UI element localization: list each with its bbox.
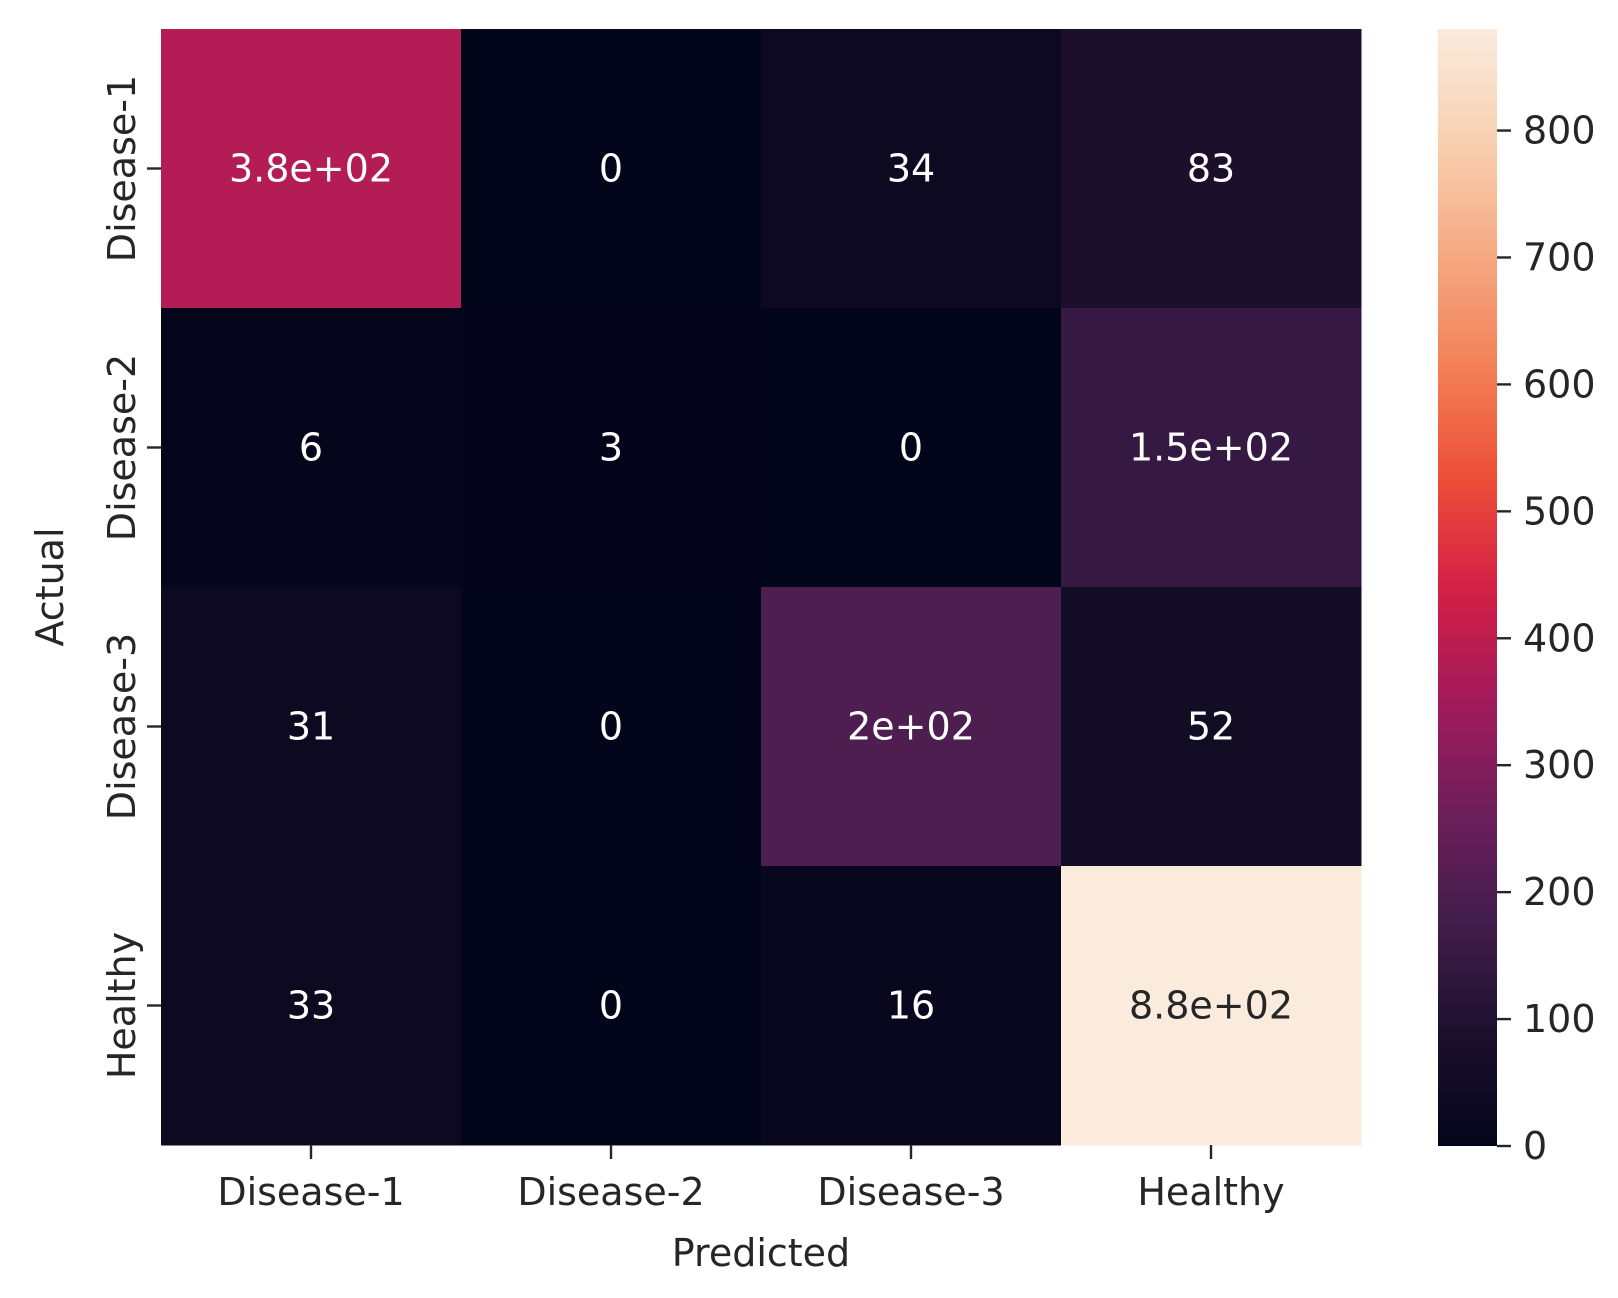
cell-label-r2-c1: 0 bbox=[599, 705, 623, 749]
heatmap-cell-r3-c1 bbox=[461, 866, 762, 1146]
y-axis-label: Actual bbox=[28, 527, 72, 646]
colorbar: 0 100 200 300 400 500 600 700 800 bbox=[1438, 29, 1596, 1168]
y-tick-label-2: Disease-3 bbox=[100, 633, 144, 820]
heatmap-cell-r0-c2 bbox=[761, 29, 1062, 309]
x-tick-label-2: Disease-3 bbox=[817, 1170, 1004, 1214]
colorbar-tick-label-1: 100 bbox=[1523, 997, 1596, 1041]
cell-label-r1-c2: 0 bbox=[899, 426, 923, 470]
y-tick-label-3: Healthy bbox=[100, 932, 144, 1079]
heatmap-cell-r1-c0 bbox=[161, 308, 462, 588]
cell-label-r1-c1: 3 bbox=[599, 426, 623, 470]
x-axis-ticks: Disease-1 Disease-2 Disease-3 Healthy bbox=[217, 1145, 1285, 1214]
colorbar-tick-label-5: 500 bbox=[1523, 489, 1596, 533]
colorbar-gradient bbox=[1438, 29, 1497, 1146]
x-tick-label-0: Disease-1 bbox=[217, 1170, 404, 1214]
y-axis-ticks: Disease-1 Disease-2 Disease-3 Healthy bbox=[100, 75, 161, 1079]
heatmap-cell-r0-c3 bbox=[1061, 29, 1362, 309]
heatmap-cell-labels: 3.8e+02 0 34 83 6 3 0 1.5e+02 31 0 2e+02 52 33 0 16 8.8… bbox=[229, 147, 1293, 1028]
heatmap-cell-r0-c1 bbox=[461, 29, 762, 309]
cell-label-r3-c0: 33 bbox=[287, 984, 335, 1028]
cell-label-r2-c0: 31 bbox=[287, 705, 335, 749]
heatmap-cells bbox=[161, 29, 1362, 1146]
colorbar-ticks: 0 100 200 300 400 500 600 700 800 bbox=[1497, 109, 1596, 1168]
y-tick-label-0: Disease-1 bbox=[100, 75, 144, 262]
heatmap-cell-r3-c0 bbox=[161, 866, 462, 1146]
cell-label-r3-c1: 0 bbox=[599, 984, 623, 1028]
y-tick-label-1: Disease-2 bbox=[100, 354, 144, 541]
heatmap-cell-r1-c1 bbox=[461, 308, 762, 588]
colorbar-tick-label-4: 400 bbox=[1523, 616, 1596, 660]
cell-label-r0-c3: 83 bbox=[1187, 147, 1235, 191]
cell-label-r3-c2: 16 bbox=[887, 984, 935, 1028]
x-tick-label-1: Disease-2 bbox=[517, 1170, 704, 1214]
cell-label-r3-c3: 8.8e+02 bbox=[1129, 984, 1293, 1028]
cell-label-r2-c3: 52 bbox=[1187, 705, 1235, 749]
heatmap-cell-r1-c3 bbox=[1061, 308, 1362, 588]
colorbar-tick-label-7: 700 bbox=[1523, 235, 1596, 279]
colorbar-tick-label-6: 600 bbox=[1523, 362, 1596, 406]
cell-label-r0-c2: 34 bbox=[887, 147, 935, 191]
heatmap-cell-r0-c0 bbox=[161, 29, 462, 309]
heatmap-cell-r2-c3 bbox=[1061, 587, 1362, 867]
cell-label-r1-c3: 1.5e+02 bbox=[1129, 426, 1293, 470]
cell-label-r2-c2: 2e+02 bbox=[847, 705, 975, 749]
cell-label-r1-c0: 6 bbox=[299, 426, 323, 470]
heatmap-cell-r3-c3 bbox=[1061, 866, 1362, 1146]
heatmap-cell-r3-c2 bbox=[761, 866, 1062, 1146]
x-axis-label: Predicted bbox=[672, 1231, 850, 1275]
cell-label-r0-c1: 0 bbox=[599, 147, 623, 191]
heatmap-cell-r2-c2 bbox=[761, 587, 1062, 867]
x-tick-label-3: Healthy bbox=[1137, 1170, 1284, 1214]
colorbar-tick-label-8: 800 bbox=[1523, 109, 1596, 153]
colorbar-tick-label-3: 300 bbox=[1523, 743, 1596, 787]
heatmap-cell-r2-c1 bbox=[461, 587, 762, 867]
heatmap-cell-r1-c2 bbox=[761, 308, 1062, 588]
colorbar-tick-label-2: 200 bbox=[1523, 870, 1596, 914]
cell-label-r0-c0: 3.8e+02 bbox=[229, 147, 393, 191]
heatmap-cell-r2-c0 bbox=[161, 587, 462, 867]
colorbar-tick-label-0: 0 bbox=[1523, 1124, 1547, 1168]
